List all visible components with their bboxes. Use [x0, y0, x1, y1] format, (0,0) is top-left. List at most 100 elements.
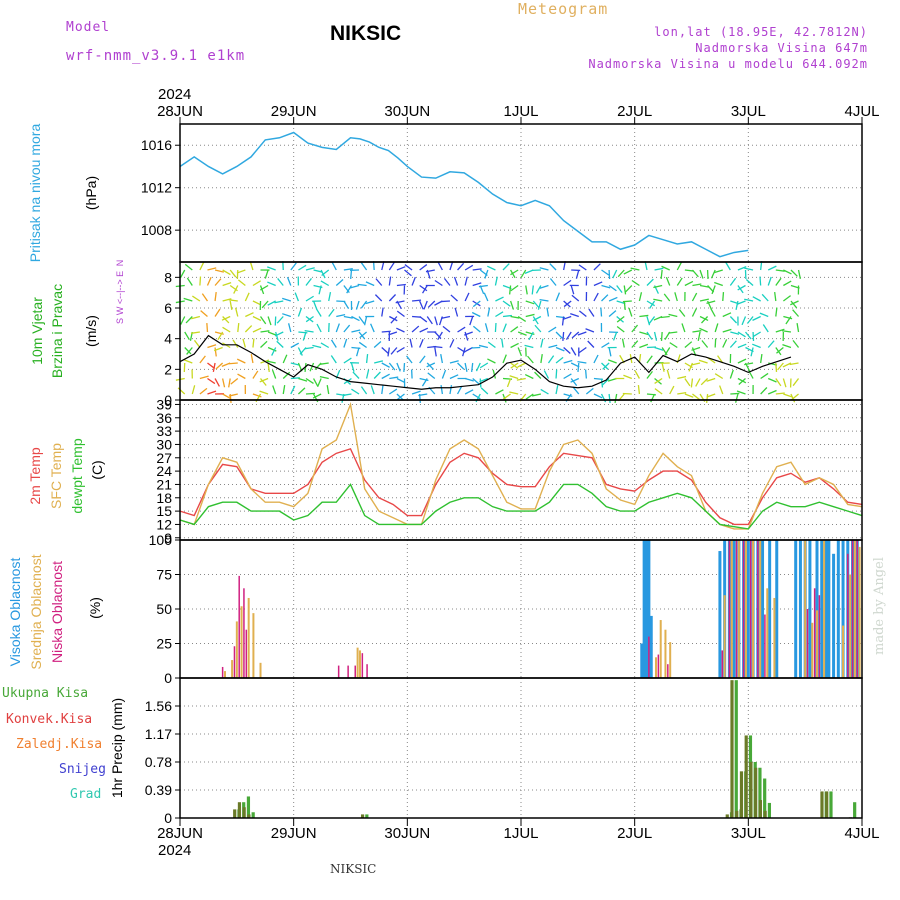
wind-arrow — [729, 277, 737, 286]
wind-arrow — [207, 390, 217, 395]
wind-arrow — [706, 377, 716, 382]
wind-arrow — [336, 314, 346, 318]
wind-arrow — [426, 362, 434, 370]
wind-arrow — [206, 322, 209, 333]
cloud-mid-bar — [669, 642, 672, 678]
wind-arrow — [593, 281, 603, 287]
cloud-mid-bar — [823, 540, 826, 678]
wind-arrow — [387, 347, 390, 357]
wind-arrow — [792, 378, 800, 387]
wind-arrow — [821, 265, 829, 270]
y-tick-label: 0 — [164, 670, 172, 686]
wind-arrow — [714, 281, 723, 287]
wind-arrow — [370, 385, 375, 395]
wind-arrow — [312, 300, 318, 310]
wind-arrow — [259, 284, 269, 291]
wind-arrow — [668, 331, 678, 334]
wind-arrow — [797, 377, 806, 378]
precip-conv-bar — [237, 802, 242, 818]
wind-arrow — [290, 362, 300, 366]
cloud-mid-bar — [723, 595, 726, 678]
wind-arrow — [650, 393, 656, 403]
wind-arrow — [677, 375, 687, 380]
wind-arrow — [785, 316, 792, 325]
wind-arrow — [776, 346, 784, 354]
wind-arrow — [472, 268, 482, 271]
wind-arrow — [824, 301, 829, 309]
wind-arrow — [752, 296, 761, 302]
wind-arrow — [302, 331, 307, 341]
wind-arrow — [524, 374, 534, 380]
wind-arrow — [752, 343, 761, 349]
wind-arrow — [437, 331, 443, 341]
wind-arrow — [843, 300, 852, 301]
wind-arrow — [775, 277, 782, 286]
wind-arrow — [578, 310, 587, 318]
wind-arrow — [282, 297, 292, 302]
wind-arrow — [426, 362, 436, 368]
wind-arrow — [343, 338, 348, 348]
wind-arrow — [783, 393, 793, 398]
wind-arrow — [434, 347, 437, 357]
wind-arrow — [297, 307, 303, 317]
wind-arrow — [789, 362, 799, 366]
wind-arrow — [312, 344, 322, 349]
wind-arrow — [584, 369, 588, 379]
wind-arrow — [388, 294, 397, 302]
wind-arrow — [449, 360, 459, 364]
wind-arrow — [852, 262, 856, 270]
wind-arrow — [190, 331, 200, 334]
wind-arrow — [601, 342, 610, 349]
wind-arrow — [737, 343, 747, 349]
wind-arrow — [555, 356, 564, 364]
wind-arrow — [622, 392, 632, 395]
wind-arrow — [478, 344, 488, 349]
wind-arrow — [852, 386, 855, 394]
cloud-high-bar — [832, 553, 836, 678]
wind-arrow — [516, 377, 526, 381]
cloud-mid-bar — [737, 540, 740, 678]
wind-arrow — [510, 315, 520, 319]
wind-arrow — [411, 390, 421, 395]
wind-arrow — [260, 340, 268, 348]
wind-arrow — [608, 310, 617, 317]
wind-arrow — [777, 362, 784, 371]
wind-arrow — [191, 315, 201, 320]
wind-arrow — [501, 338, 504, 348]
cloud-high-bar — [640, 643, 644, 678]
wind-arrow — [388, 276, 392, 286]
wind-arrow — [623, 285, 627, 295]
wind-arrow — [343, 268, 353, 271]
wind-arrow — [587, 340, 595, 348]
wind-arrow — [750, 347, 754, 357]
wind-arrow — [829, 301, 837, 306]
wind-arrow — [692, 330, 702, 333]
wind-arrow — [525, 285, 528, 295]
wind-arrow — [852, 340, 857, 348]
wind-arrow — [212, 362, 216, 372]
wind-arrow — [236, 269, 246, 274]
wind-arrow — [531, 285, 534, 295]
wind-arrow — [555, 292, 561, 302]
wind-arrow — [442, 325, 451, 333]
wind-arrow — [525, 300, 535, 305]
wind-arrow — [767, 340, 775, 348]
wind-arrow — [665, 276, 671, 286]
wind-arrow — [814, 277, 818, 285]
wind-arrow — [570, 377, 580, 383]
wind-arrow — [282, 354, 288, 364]
wind-arrow — [634, 370, 640, 379]
precip-total-bar — [763, 778, 767, 818]
wind-arrow — [729, 340, 737, 348]
wind-arrow — [358, 316, 365, 325]
wind-arrow — [829, 317, 832, 325]
wind-arrow — [859, 265, 866, 270]
wind-arrow — [177, 387, 186, 395]
wind-arrow — [562, 315, 572, 321]
model-label: Model — [66, 20, 111, 35]
wind-arrow — [775, 362, 778, 373]
cloud-high-bar — [647, 540, 651, 678]
cloud-low-bar — [648, 636, 650, 678]
precip-unit: 1hr Precip (mm) — [109, 698, 125, 798]
wind-arrow — [506, 378, 512, 388]
